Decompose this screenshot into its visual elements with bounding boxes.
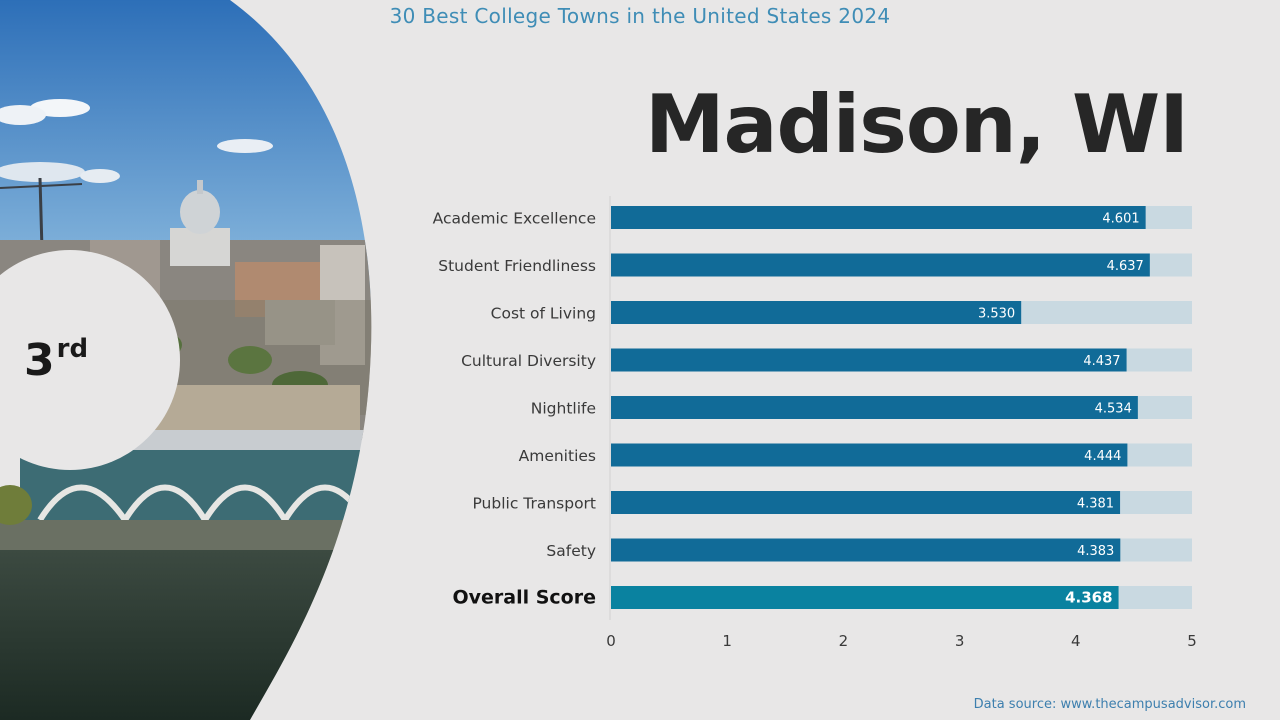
page-title: 30 Best College Towns in the United Stat… — [389, 4, 891, 28]
data-label-overall-score: 4.368 — [1065, 589, 1112, 607]
x-tick-label-4: 4 — [1071, 632, 1081, 650]
bar-amenities — [611, 443, 1128, 467]
bar-academic-excellence — [611, 206, 1146, 229]
data-label-student-friendliness: 4.637 — [1107, 259, 1144, 274]
category-label-academic-excellence: Academic Excellence — [433, 210, 596, 228]
bar-overall-score — [611, 586, 1119, 609]
bar-safety — [611, 538, 1121, 562]
bar-nightlife — [611, 396, 1138, 419]
data-label-public-transport: 4.381 — [1077, 497, 1114, 512]
data-source-note: Data source: www.thecampusadvisor.com — [973, 697, 1246, 712]
rank-label: 3rd — [24, 334, 88, 386]
x-tick-label-0: 0 — [606, 632, 616, 650]
category-label-amenities: Amenities — [519, 447, 596, 465]
category-label-cost-of-living: Cost of Living — [491, 305, 596, 323]
rank-suffix: rd — [56, 334, 89, 364]
x-tick-label-3: 3 — [955, 632, 965, 650]
bar-public-transport — [611, 491, 1121, 514]
x-tick-label-5: 5 — [1187, 632, 1197, 650]
bar-student-friendliness — [611, 253, 1150, 277]
category-label-overall-score: Overall Score — [452, 587, 596, 609]
data-label-nightlife: 4.534 — [1095, 402, 1132, 417]
city-name: Madison, WI — [644, 78, 1189, 171]
category-label-safety: Safety — [546, 542, 596, 560]
data-label-cost-of-living: 3.530 — [978, 307, 1015, 322]
rank-number: 3 — [24, 335, 55, 386]
x-tick-label-1: 1 — [722, 632, 732, 650]
rank-badge — [0, 250, 180, 470]
category-label-student-friendliness: Student Friendliness — [438, 257, 596, 275]
bar-cultural-diversity — [611, 348, 1127, 372]
category-label-cultural-diversity: Cultural Diversity — [461, 352, 596, 370]
x-tick-label-2: 2 — [839, 632, 849, 650]
data-label-safety: 4.383 — [1077, 544, 1114, 559]
bar-cost-of-living — [611, 301, 1022, 324]
data-label-amenities: 4.444 — [1084, 449, 1121, 464]
category-label-public-transport: Public Transport — [472, 495, 596, 513]
data-label-academic-excellence: 4.601 — [1102, 212, 1139, 227]
category-label-nightlife: Nightlife — [531, 400, 596, 418]
data-label-cultural-diversity: 4.437 — [1083, 354, 1120, 369]
city-photo — [0, 0, 372, 720]
